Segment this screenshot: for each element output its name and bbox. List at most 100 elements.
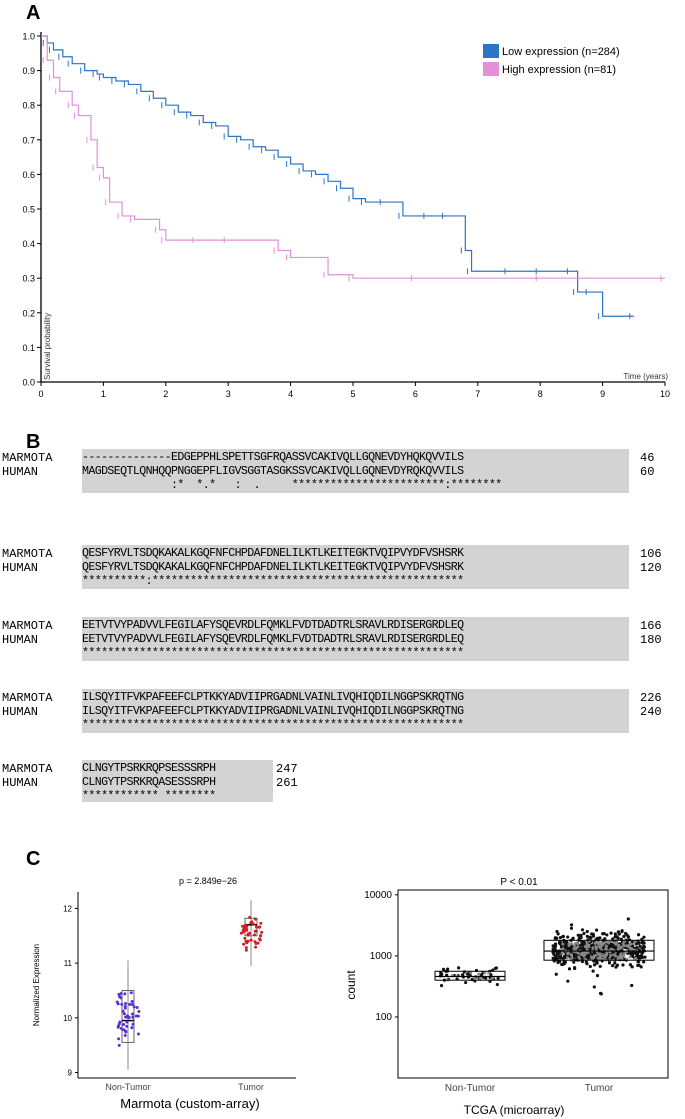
x-tick-label: 1 [101, 389, 106, 399]
legend-label: High expression (n=81) [502, 64, 616, 76]
data-point [584, 945, 588, 949]
data-point [572, 944, 576, 948]
sequence-line: QESFYRVLTSDQKAKALKGQFNFCHPDAFDNELILKTLKE… [82, 547, 464, 560]
panel-a-label: A [26, 2, 41, 24]
y-tick-label: 100 [375, 1012, 392, 1023]
data-point [620, 930, 624, 934]
data-point [555, 956, 559, 961]
legend-label: Low expression (n=284) [502, 46, 620, 58]
y-tick-label: 9 [68, 1069, 73, 1078]
data-point [642, 935, 646, 939]
data-point [125, 1020, 129, 1024]
data-point [570, 956, 574, 960]
conservation-line: ****************************************… [82, 647, 464, 660]
data-point [610, 942, 614, 947]
data-point [254, 945, 258, 949]
data-point [638, 944, 642, 948]
data-point [617, 956, 621, 960]
conservation-line: **********:*****************************… [82, 575, 464, 588]
y-tick-label: 0.9 [22, 66, 35, 76]
data-point [612, 945, 616, 949]
data-point [553, 936, 557, 940]
data-point [617, 943, 621, 947]
x-tick-label: 9 [600, 389, 605, 399]
data-point [637, 963, 641, 967]
y-axis-title: count [344, 970, 358, 1000]
data-point [628, 963, 633, 967]
data-point [641, 941, 645, 945]
data-point [556, 960, 560, 965]
sequence-line: ILSQYITFVKPAFEEFCLPTKKYADVIIPRGADNLVAINL… [82, 691, 464, 704]
data-point [254, 929, 258, 933]
y-axis-title: Survival probability [43, 313, 52, 380]
data-point [254, 925, 258, 929]
data-point [558, 935, 563, 940]
x-tick-label: 7 [475, 389, 480, 399]
data-point [561, 934, 565, 938]
residue-count: 240 [640, 705, 662, 719]
data-point [128, 1002, 132, 1006]
data-point [634, 942, 638, 946]
data-point [614, 942, 618, 946]
data-point [244, 946, 248, 950]
data-point [601, 932, 605, 936]
category-label: Tumor [238, 1082, 264, 1092]
data-point [572, 948, 576, 952]
data-point [116, 1002, 120, 1006]
category-label: Non-Tumor [105, 1082, 150, 1092]
data-point [573, 966, 577, 970]
data-point [642, 960, 646, 964]
panel-c-label: C [26, 848, 41, 870]
category-label: Non-Tumor [445, 1083, 496, 1094]
data-point [136, 1032, 140, 1036]
data-point [461, 973, 465, 977]
data-point [566, 952, 570, 956]
data-point [136, 1014, 140, 1018]
species-label: HUMAN [2, 633, 39, 647]
data-point [465, 972, 470, 976]
data-point [622, 954, 626, 958]
data-point [120, 1002, 124, 1006]
data-point [577, 936, 582, 940]
x-tick-label: 8 [538, 389, 543, 399]
data-point [125, 1024, 129, 1028]
data-point [595, 974, 600, 978]
data-point [241, 928, 245, 932]
data-point [630, 983, 634, 988]
data-point [626, 935, 631, 939]
residue-count: 180 [640, 633, 662, 647]
sequence-line: MAGDSEQTLQNHQQPNGGEPFLIGVSGGTASGKSSVCAKI… [82, 465, 464, 478]
data-point [130, 1003, 134, 1007]
data-point [604, 945, 608, 949]
box [434, 970, 506, 981]
data-point [244, 948, 248, 952]
species-label: MARMOTA [2, 619, 53, 633]
y-tick-label: 10000 [364, 890, 392, 901]
data-point [123, 1004, 127, 1008]
sequence-alignment: MARMOTA --------------EDGEPPHLSPETTSGFRQA… [2, 449, 662, 803]
data-point [604, 940, 608, 944]
data-point [258, 937, 262, 941]
data-point [585, 962, 589, 966]
data-point [553, 947, 557, 951]
data-point [633, 957, 637, 961]
data-point [580, 940, 584, 944]
residue-count: 106 [640, 547, 662, 561]
residue-count: 226 [640, 691, 662, 705]
data-point [594, 945, 598, 949]
sequence-line: EETVTVYPADVVLFEGILAFYSQEVRDLFQMKLFVDTDAD… [82, 633, 464, 646]
data-point [580, 959, 585, 964]
data-point [613, 932, 617, 936]
y-tick-label: 10 [63, 1014, 72, 1023]
data-point [246, 932, 250, 936]
data-point [600, 943, 604, 947]
data-point [259, 921, 263, 925]
data-point [122, 1028, 126, 1032]
data-point [592, 985, 596, 989]
y-tick-label: 0.7 [22, 135, 35, 145]
data-point [598, 946, 602, 950]
data-point [566, 979, 570, 983]
data-point [464, 980, 468, 985]
x-tick-label: 10 [660, 389, 670, 399]
